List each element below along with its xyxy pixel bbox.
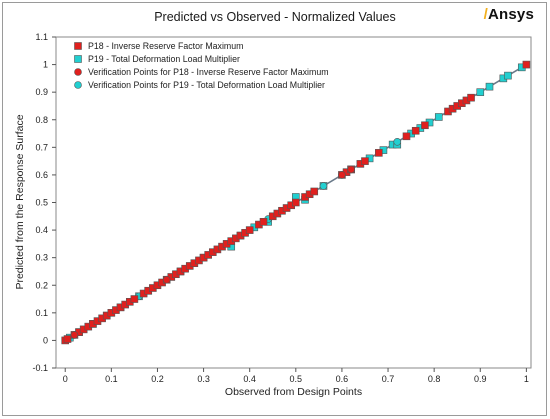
x-tick-label: 1 (524, 374, 529, 384)
x-tick-label: 0.4 (243, 374, 256, 384)
x-tick-label: 0.3 (197, 374, 210, 384)
data-point (411, 126, 420, 135)
y-tick-label: 1 (43, 60, 48, 70)
y-tick-label: 0.4 (35, 225, 48, 235)
legend-marker (74, 42, 82, 50)
y-tick-label: 0.1 (35, 308, 48, 318)
data-point (70, 331, 79, 339)
data-point (338, 171, 346, 179)
legend-label: Verification Points for P19 - Total Defo… (88, 80, 325, 90)
chart-title: Predicted vs Observed - Normalized Value… (154, 10, 396, 24)
data-point (347, 165, 355, 174)
legend-marker (74, 55, 82, 63)
y-tick-label: 0.2 (35, 280, 48, 290)
x-tick-label: 0.5 (290, 374, 303, 384)
points-layer (61, 60, 531, 345)
data-point (485, 82, 494, 91)
data-point (259, 218, 268, 226)
x-tick-label: 0.7 (382, 374, 395, 384)
y-tick-label: 0.6 (35, 170, 48, 180)
data-point (434, 113, 443, 121)
y-tick-label: 0.9 (35, 87, 48, 97)
data-point (310, 187, 319, 196)
x-axis-title: Observed from Design Points (225, 386, 362, 398)
data-point (476, 88, 485, 96)
legend-marker (74, 81, 82, 89)
data-point (130, 295, 139, 303)
y-tick-label: -0.1 (32, 363, 48, 373)
data-point (375, 149, 383, 157)
data-point (63, 335, 72, 343)
y-tick-label: 1.1 (35, 32, 48, 42)
ansys-logo-text: Ansys (487, 6, 534, 23)
y-tick-label: 0.5 (35, 198, 48, 208)
data-point (361, 157, 369, 165)
y-tick-label: 0.7 (35, 142, 48, 152)
data-point (393, 138, 402, 146)
x-tick-label: 0.1 (105, 374, 118, 384)
data-point (319, 182, 328, 190)
legend-label: P19 - Total Deformation Load Multiplier (88, 54, 240, 64)
y-tick-label: 0.8 (35, 115, 48, 125)
ansys-logo: /Ansys (484, 6, 534, 23)
x-tick-label: 0 (63, 374, 68, 384)
legend-label: P18 - Inverse Reserve Factor Maximum (88, 41, 243, 51)
data-point (467, 93, 475, 102)
data-point (402, 132, 411, 141)
legend: P18 - Inverse Reserve Factor Maximum P19 … (74, 41, 329, 90)
y-tick-label: 0 (43, 335, 48, 345)
data-point (162, 275, 171, 284)
y-tick-label: 0.3 (35, 253, 48, 263)
data-point (421, 121, 429, 130)
data-point (504, 71, 512, 80)
x-tick-label: 0.2 (151, 374, 164, 384)
x-tick-label: 0.8 (428, 374, 441, 384)
data-point (522, 60, 531, 69)
x-tick-label: 0.9 (474, 374, 487, 384)
data-point (245, 226, 254, 234)
ansys-logo-mark: / (483, 6, 488, 23)
ticks-layer: 0 0.1 0.2 0.3 0.4 0.5 0.6 0.7 0.8 0.9 1 -0.1 0 0.1 0.2… (32, 32, 528, 384)
legend-label: Verification Points for P18 - Inverse Re… (88, 67, 329, 77)
data-point (292, 198, 300, 207)
x-tick-label: 0.6 (336, 374, 349, 384)
legend-marker (74, 68, 82, 76)
y-axis-title: Predicted from the Response Surface (14, 114, 26, 289)
